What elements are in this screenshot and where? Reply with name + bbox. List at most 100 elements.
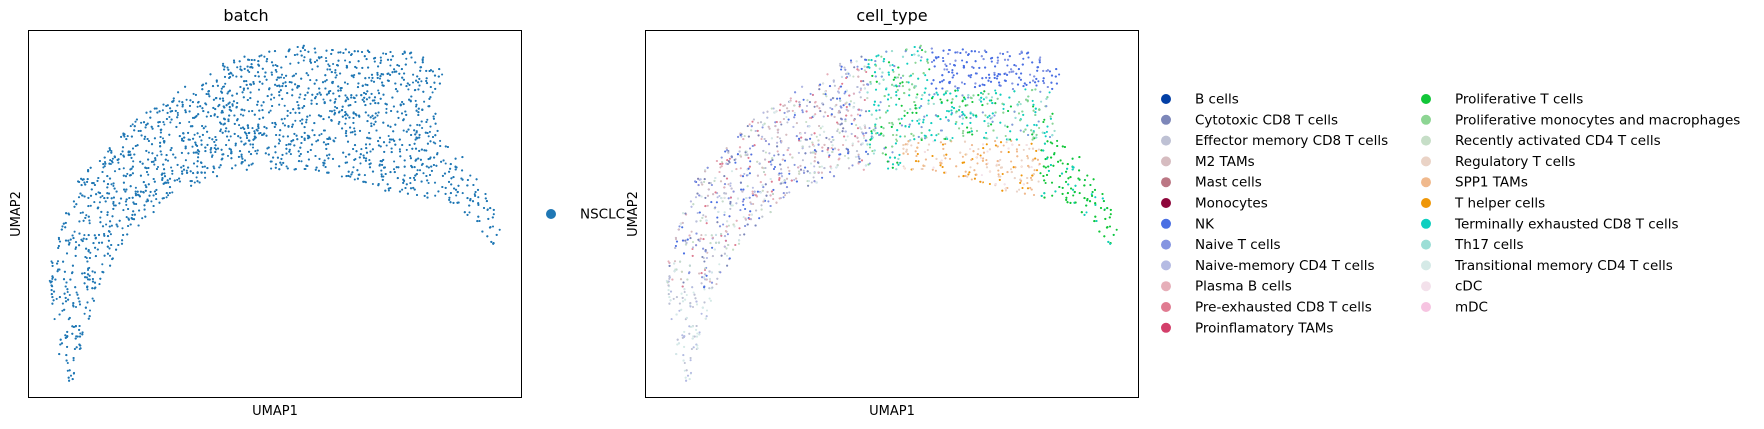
cell-type-point [994,89,997,92]
batch-point [162,163,165,166]
cell-type-point [772,198,775,201]
batch-point [495,233,498,236]
batch-point [145,170,149,174]
batch-point [300,122,304,125]
batch-point [243,80,246,83]
batch-point [159,131,162,134]
batch-point [123,188,126,191]
batch-point [389,64,392,67]
cell-type-point [1039,56,1042,59]
batch-point [299,50,302,53]
batch-point [368,76,371,79]
batch-point [372,57,376,60]
batch-point [430,165,433,168]
batch-point [201,124,204,128]
cell-type-point [1019,129,1022,132]
batch-point [178,122,181,125]
batch-point [289,153,292,156]
batch-point [492,208,495,211]
batch-point [108,162,111,165]
batch-point [454,168,457,171]
cell-type-point [916,50,919,53]
batch-point [155,188,158,191]
cell-type-point [725,254,729,257]
batch-point [189,170,192,173]
batch-point [57,244,60,248]
batch-point [213,147,216,150]
batch-point [164,158,167,161]
batch-point [170,146,173,150]
cell-type-point [690,230,693,233]
batch-point [397,116,400,119]
batch-point [327,137,330,141]
batch-point [319,93,322,96]
batch-point [108,148,112,152]
batch-point [198,181,201,184]
batch-point [455,194,458,197]
cell-type-point [924,74,927,77]
batch-point [297,104,300,107]
batch-point [241,108,244,111]
batch-point [165,104,168,107]
batch-point [378,136,382,139]
batch-point [394,88,398,91]
batch-point [443,172,447,175]
batch-point [371,170,375,173]
batch-point [434,112,437,115]
batch-point [256,71,260,74]
cell-type-point [865,70,868,74]
batch-point [376,114,379,117]
batch-point [184,147,187,150]
batch-point [98,241,101,244]
cell-type-point [868,146,872,149]
batch-point [385,144,388,147]
batch-point [80,238,83,241]
cell-type-point [702,214,705,217]
batch-point [104,162,107,165]
cell-type-point [716,216,719,219]
batch-point [228,108,231,111]
batch-point [330,110,333,113]
batch-point [398,138,401,141]
batch-point [220,91,224,94]
batch-point [303,56,306,59]
batch-point [152,211,155,214]
batch-point [297,150,300,153]
batch-point [305,164,308,167]
batch-point [88,274,91,277]
batch-point [137,129,140,133]
batch-point [250,58,253,62]
batch-point [250,63,253,66]
cell-type-point [952,74,955,77]
batch-point [166,111,169,114]
cell-type-point [743,172,746,175]
batch-point [411,81,415,84]
batch-point [67,243,71,246]
batch-point [86,178,89,181]
batch-point [300,135,303,138]
batch-point [401,188,404,191]
batch-point [216,84,219,87]
batch-point [85,238,88,241]
batch-point [309,58,312,61]
batch-point [122,154,125,157]
batch-point [124,190,127,193]
batch-point [224,130,227,133]
batch-point [282,76,286,79]
batch-point [370,125,373,128]
batch-point [74,246,78,249]
cell-type-point [726,233,729,236]
batch-point [393,160,396,163]
batch-point [145,149,148,152]
batch-point [428,130,431,133]
batch-point [428,105,431,108]
batch-point [352,166,355,169]
batch-point [113,187,116,190]
batch-point [218,103,221,106]
batch-point [245,168,248,171]
batch-point [122,133,125,137]
batch-point [448,198,451,201]
batch-point [82,237,85,240]
batch-point [420,180,423,183]
batch-point [274,166,277,169]
